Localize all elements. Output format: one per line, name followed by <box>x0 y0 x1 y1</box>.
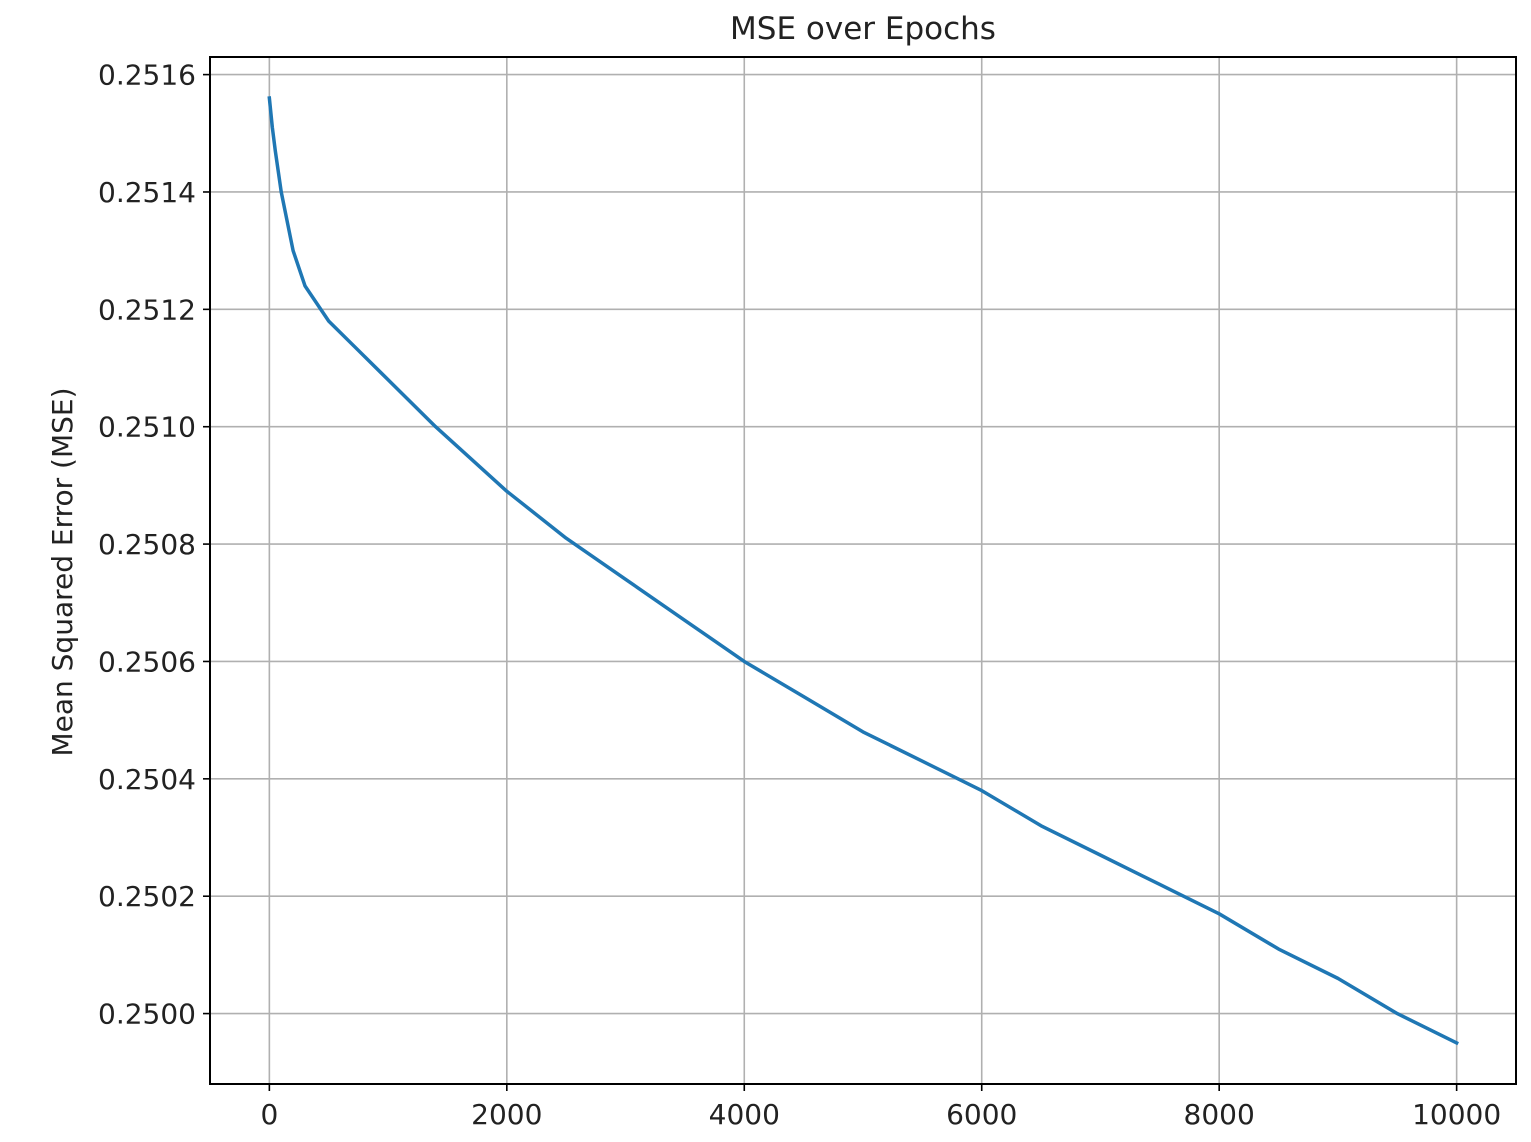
axes-frame <box>209 56 1517 1085</box>
x-tick-label: 2000 <box>471 1098 542 1131</box>
x-tick-label: 6000 <box>946 1098 1017 1131</box>
y-tick-label: 0.2512 <box>98 293 196 326</box>
plot-area <box>267 96 1459 1046</box>
y-axis-ticks: 0.2500 0.2502 0.2504 0.2506 0.2508 0.2510 0.25… <box>98 59 210 1031</box>
y-tick-label: 0.2508 <box>98 528 196 561</box>
x-tick-label: 0 <box>260 1098 278 1131</box>
x-tick-label: 4000 <box>709 1098 780 1131</box>
grid-lines <box>210 57 1516 1084</box>
y-tick-label: 0.2504 <box>98 763 196 796</box>
series-line-mse <box>267 96 1459 1046</box>
y-tick-label: 0.2506 <box>98 645 196 678</box>
y-tick-label: 0.2516 <box>98 59 196 92</box>
y-tick-label: 0.2510 <box>98 411 196 444</box>
y-tick-label: 0.2500 <box>98 998 196 1031</box>
y-tick-label: 0.2502 <box>98 880 196 913</box>
y-axis-label: Mean Squared Error (MSE) <box>46 387 79 756</box>
x-tick-label: 10000 <box>1412 1098 1501 1131</box>
x-tick-label: 8000 <box>1184 1098 1255 1131</box>
chart-title: MSE over Epochs <box>730 11 996 47</box>
y-tick-label: 0.2514 <box>98 176 196 209</box>
x-axis-ticks: 0 2000 4000 6000 8000 10000 <box>260 1084 1501 1131</box>
